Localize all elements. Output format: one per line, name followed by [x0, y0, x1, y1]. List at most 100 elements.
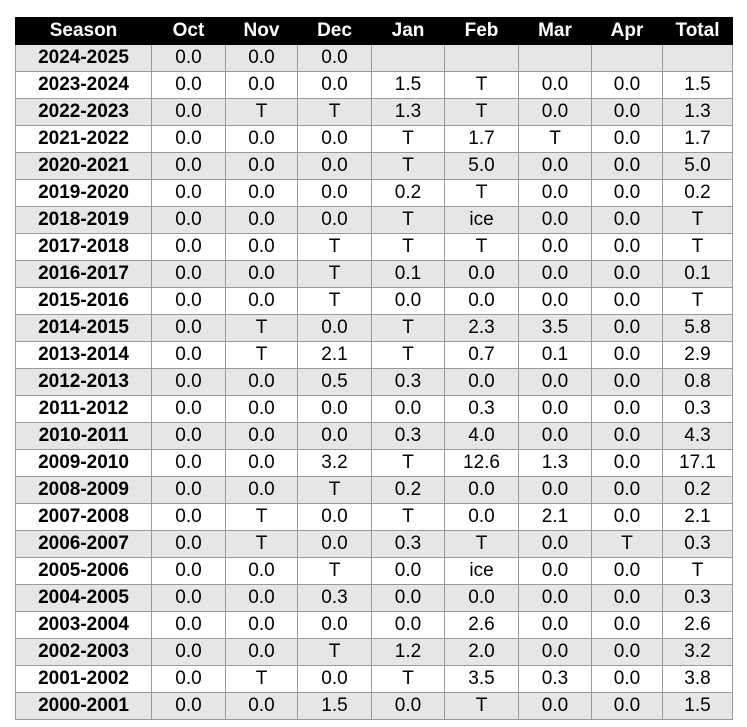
cell-feb: 2.3 [444, 314, 519, 342]
cell-feb [444, 44, 519, 72]
cell-feb: 2.0 [444, 638, 519, 666]
table-row: 2003-2004 0.0 0.0 0.0 0.0 2.6 0.0 0.0 2.6 [15, 611, 733, 639]
cell-jan: 1.2 [371, 638, 445, 666]
cell-jan: T [371, 206, 445, 234]
cell-jan: 0.2 [371, 476, 445, 504]
cell-apr: 0.0 [591, 179, 663, 207]
cell-nov: 0.0 [225, 368, 298, 396]
cell-apr: 0.0 [591, 557, 663, 585]
cell-dec: 0.0 [297, 422, 372, 450]
table-row: 2009-2010 0.0 0.0 3.2 T 12.6 1.3 0.0 17.1 [15, 449, 733, 477]
cell-nov: 0.0 [225, 233, 298, 261]
cell-feb: T [444, 98, 519, 126]
cell-jan: 0.3 [371, 530, 445, 558]
cell-dec: 0.0 [297, 530, 372, 558]
cell-apr: 0.0 [591, 287, 663, 315]
cell-dec: 0.0 [297, 152, 372, 180]
cell-nov: 0.0 [225, 449, 298, 477]
table-row: 2017-2018 0.0 0.0 T T T 0.0 0.0 T [15, 233, 733, 261]
cell-total: 1.5 [662, 692, 733, 720]
table-row: 2020-2021 0.0 0.0 0.0 T 5.0 0.0 0.0 5.0 [15, 152, 733, 180]
cell-dec: 0.5 [297, 368, 372, 396]
cell-apr: 0.0 [591, 449, 663, 477]
cell-mar: T [518, 125, 592, 153]
cell-jan [371, 44, 445, 72]
cell-oct: 0.0 [151, 152, 226, 180]
cell-season: 2015-2016 [15, 287, 152, 315]
cell-season: 2013-2014 [15, 341, 152, 369]
cell-mar: 0.0 [518, 395, 592, 423]
cell-total: 0.3 [662, 584, 733, 612]
cell-oct: 0.0 [151, 449, 226, 477]
cell-nov: 0.0 [225, 557, 298, 585]
cell-season: 2018-2019 [15, 206, 152, 234]
cell-season: 2003-2004 [15, 611, 152, 639]
cell-dec: 0.0 [297, 179, 372, 207]
cell-mar: 3.5 [518, 314, 592, 342]
cell-total: 0.1 [662, 260, 733, 288]
cell-oct: 0.0 [151, 314, 226, 342]
cell-mar [518, 44, 592, 72]
table-row: 2005-2006 0.0 0.0 T 0.0 ice 0.0 0.0 T [15, 557, 733, 585]
cell-mar: 0.0 [518, 179, 592, 207]
cell-nov: 0.0 [225, 692, 298, 720]
snowfall-table-container: Season Oct Nov Dec Jan Feb Mar Apr Total… [15, 17, 733, 720]
cell-feb: 0.7 [444, 341, 519, 369]
cell-feb: T [444, 233, 519, 261]
cell-total: 0.3 [662, 530, 733, 558]
cell-nov: 0.0 [225, 611, 298, 639]
cell-jan: 0.1 [371, 260, 445, 288]
cell-oct: 0.0 [151, 692, 226, 720]
cell-total: 0.2 [662, 476, 733, 504]
cell-mar: 0.0 [518, 557, 592, 585]
cell-oct: 0.0 [151, 98, 226, 126]
cell-total: T [662, 206, 733, 234]
cell-total: 2.6 [662, 611, 733, 639]
cell-dec: 2.1 [297, 341, 372, 369]
cell-apr: 0.0 [591, 476, 663, 504]
table-row: 2008-2009 0.0 0.0 T 0.2 0.0 0.0 0.0 0.2 [15, 476, 733, 504]
cell-jan: 1.3 [371, 98, 445, 126]
cell-apr: 0.0 [591, 692, 663, 720]
cell-jan: 0.0 [371, 287, 445, 315]
cell-total: 2.9 [662, 341, 733, 369]
cell-season: 2002-2003 [15, 638, 152, 666]
cell-apr: 0.0 [591, 233, 663, 261]
table-row: 2022-2023 0.0 T T 1.3 T 0.0 0.0 1.3 [15, 98, 733, 126]
cell-nov: 0.0 [225, 206, 298, 234]
cell-jan: 0.3 [371, 368, 445, 396]
cell-oct: 0.0 [151, 287, 226, 315]
cell-season: 2004-2005 [15, 584, 152, 612]
cell-dec: T [297, 233, 372, 261]
table-row: 2002-2003 0.0 0.0 T 1.2 2.0 0.0 0.0 3.2 [15, 638, 733, 666]
cell-nov: 0.0 [225, 179, 298, 207]
cell-oct: 0.0 [151, 530, 226, 558]
cell-total: 1.5 [662, 71, 733, 99]
cell-nov: 0.0 [225, 476, 298, 504]
cell-jan: 0.2 [371, 179, 445, 207]
cell-dec: 0.3 [297, 584, 372, 612]
cell-dec: T [297, 287, 372, 315]
header-jan: Jan [371, 17, 445, 45]
cell-feb: 12.6 [444, 449, 519, 477]
cell-season: 2006-2007 [15, 530, 152, 558]
cell-total: 2.1 [662, 503, 733, 531]
table-row: 2021-2022 0.0 0.0 0.0 T 1.7 T 0.0 1.7 [15, 125, 733, 153]
cell-dec: 0.0 [297, 314, 372, 342]
cell-apr: 0.0 [591, 341, 663, 369]
cell-feb: 2.6 [444, 611, 519, 639]
cell-season: 2020-2021 [15, 152, 152, 180]
cell-dec: T [297, 557, 372, 585]
cell-oct: 0.0 [151, 179, 226, 207]
cell-season: 2011-2012 [15, 395, 152, 423]
table-row: 2000-2001 0.0 0.0 1.5 0.0 T 0.0 0.0 1.5 [15, 692, 733, 720]
cell-mar: 0.0 [518, 233, 592, 261]
cell-nov: 0.0 [225, 44, 298, 72]
cell-season: 2014-2015 [15, 314, 152, 342]
table-body: 2024-2025 0.0 0.0 0.0 2023-2024 0.0 0.0 0.0 1.5 T… [15, 44, 733, 720]
cell-apr: 0.0 [591, 638, 663, 666]
cell-oct: 0.0 [151, 368, 226, 396]
cell-nov: T [225, 665, 298, 693]
cell-dec: 0.0 [297, 206, 372, 234]
cell-mar: 2.1 [518, 503, 592, 531]
